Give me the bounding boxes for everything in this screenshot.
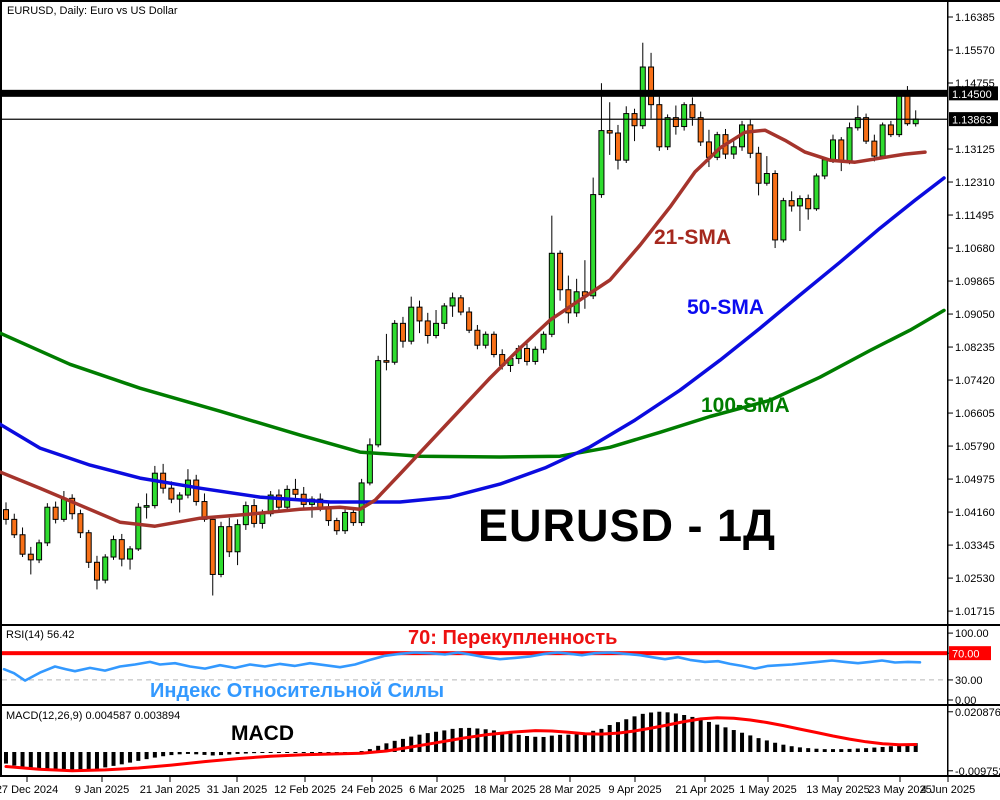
price-tick-label: 1.01715 — [955, 606, 995, 618]
sma100-line — [0, 308, 946, 459]
time-tick-label: 1 May 2025 — [739, 784, 796, 796]
macd-signal-line — [4, 716, 918, 773]
rsi-panel-separator — [0, 624, 1000, 626]
macd-axis-label: 0.020876 — [955, 707, 1000, 719]
rsi-name-annotation: Индекс Относительной Силы — [150, 680, 445, 702]
rsi-axis-label: 30.00 — [955, 675, 983, 687]
time-tick-label: 13 May 2025 — [806, 784, 870, 796]
price-tick-label: 1.10680 — [955, 243, 995, 255]
time-tick-label: 28 Mar 2025 — [539, 784, 601, 796]
overbought-annotation: 70: Перекупленность — [408, 627, 618, 649]
sma50-annotation: 50-SMA — [687, 296, 765, 319]
sma21-line — [0, 128, 927, 528]
time-tick-label: 12 Feb 2025 — [274, 784, 336, 796]
time-tick-label: 18 Mar 2025 — [474, 784, 536, 796]
price-tick-label: 1.08235 — [955, 342, 995, 354]
sma21-annotation: 21-SMA — [654, 226, 732, 249]
price-tick-label: 1.09865 — [955, 276, 995, 288]
current-price-line — [2, 118, 947, 120]
price-tick-label: 1.03345 — [955, 540, 995, 552]
time-tick-label: 21 Apr 2025 — [675, 784, 734, 796]
time-tick-label: 4 Jun 2025 — [921, 784, 975, 796]
resistance-line — [2, 89, 947, 97]
sma100-annotation: 100-SMA — [701, 394, 790, 417]
time-tick-label: 24 Feb 2025 — [341, 784, 403, 796]
price-tick-label: 1.06605 — [955, 408, 995, 420]
rsi-axis-label: 0.00 — [955, 695, 976, 707]
highlighted-price-box — [949, 112, 998, 127]
time-tick-label: 9 Apr 2025 — [608, 784, 661, 796]
time-tick-label: 9 Jan 2025 — [75, 784, 129, 796]
price-tick-label: 1.15570 — [955, 45, 995, 57]
price-tick-label: 1.09050 — [955, 309, 995, 321]
time-tick-label: 27 Dec 2024 — [0, 784, 58, 796]
macd-panel-separator — [0, 704, 1000, 706]
price-axis: 1.163851.155701.147551.131251.123101.114… — [947, 12, 1000, 778]
highlighted-price-label: 1.13863 — [952, 115, 992, 127]
rsi-axis-label: 70.00 — [952, 649, 980, 661]
time-tick-label: 21 Jan 2025 — [140, 784, 201, 796]
symbol-timeframe-annotation: EURUSD - 1Д — [478, 500, 777, 551]
macd-indicator-label: MACD(12,26,9) 0.004587 0.003894 — [6, 710, 181, 722]
price-tick-label: 1.07420 — [955, 375, 995, 387]
time-tick-label: 31 Jan 2025 — [207, 784, 268, 796]
price-tick-label: 1.13125 — [955, 144, 995, 156]
price-axis-line — [947, 0, 949, 777]
time-tick-label: 6 Mar 2025 — [409, 784, 465, 796]
candles-layer — [3, 42, 919, 596]
highlighted-price-box — [949, 86, 998, 101]
price-tick-label: 1.16385 — [955, 12, 995, 24]
window-left-border — [0, 0, 2, 777]
time-tick-label: 23 May 2025 — [868, 784, 932, 796]
rsi-overbought-line — [2, 651, 947, 656]
rsi-indicator-label: RSI(14) 56.42 — [6, 629, 75, 641]
chart-title: EURUSD, Daily: Euro vs US Dollar — [7, 5, 178, 17]
window-top-border — [0, 0, 1000, 2]
price-tick-label: 1.05790 — [955, 441, 995, 453]
price-tick-label: 1.04975 — [955, 474, 995, 486]
time-axis-separator — [0, 775, 1000, 777]
macd-axis-label: -0.009752 — [955, 766, 1000, 778]
macd-name-annotation: MACD — [231, 722, 294, 745]
rsi-line — [2, 651, 922, 682]
price-tick-label: 1.11495 — [955, 210, 994, 222]
price-tick-label: 1.02530 — [955, 573, 995, 585]
price-tick-label: 1.04160 — [955, 507, 995, 519]
time-axis: 27 Dec 2024 9 Jan 2025 21 Jan 2025 31 Jan 2… — [0, 777, 975, 796]
rsi-70-box — [949, 646, 991, 661]
sma50-line — [0, 176, 946, 504]
price-tick-label: 1.12310 — [955, 177, 995, 189]
rsi-axis-label: 100.00 — [955, 628, 989, 640]
highlighted-price-label: 1.14500 — [952, 89, 992, 101]
